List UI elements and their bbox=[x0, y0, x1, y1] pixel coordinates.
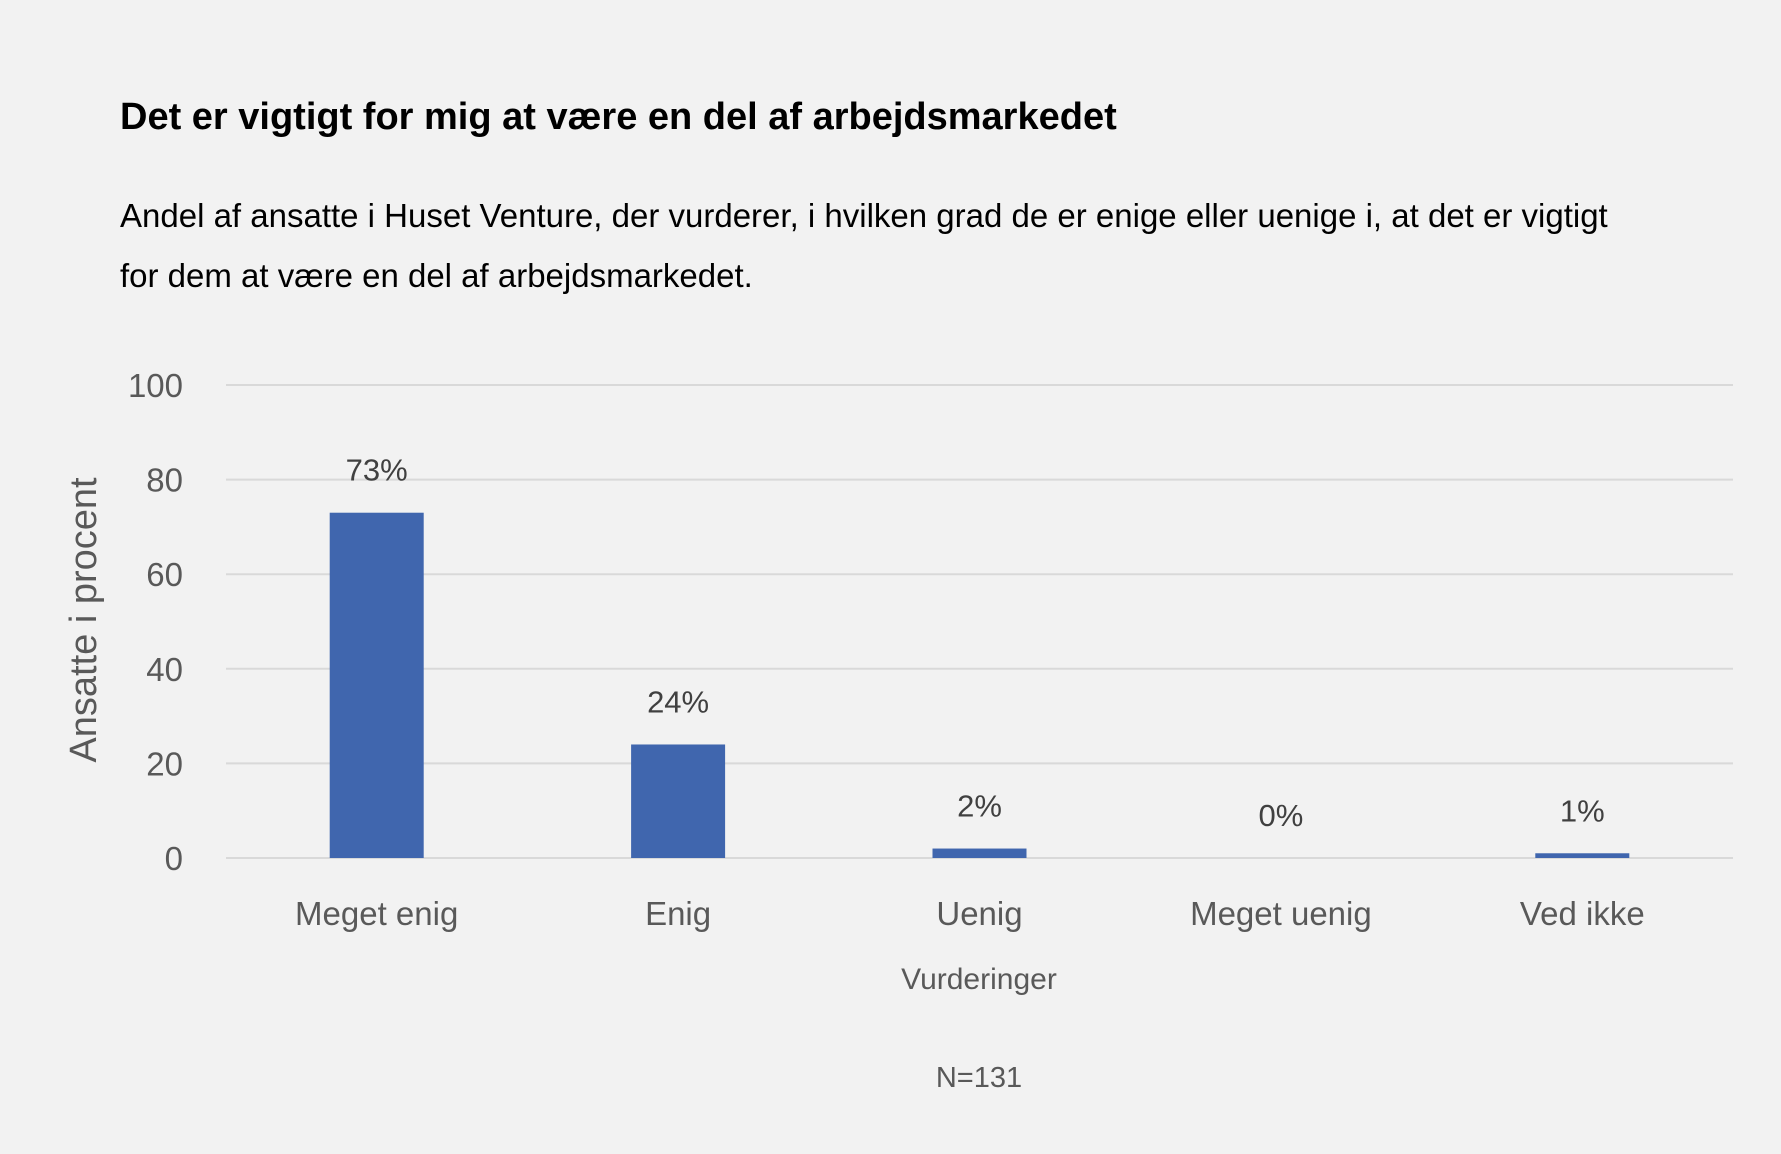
bar-ved-ikke bbox=[1535, 853, 1630, 858]
y-tick-label-80: 80 bbox=[146, 462, 183, 499]
bar-uenig bbox=[932, 848, 1027, 858]
data-label: 2% bbox=[957, 789, 1002, 824]
x-tick-label: Meget uenig bbox=[1190, 895, 1372, 932]
x-tick-label: Enig bbox=[645, 895, 711, 932]
y-axis-title: Ansatte i procent bbox=[63, 477, 105, 763]
y-tick-label-100: 100 bbox=[128, 367, 183, 404]
sample-size-note: N=131 bbox=[936, 1062, 1022, 1094]
y-tick-label-60: 60 bbox=[146, 556, 183, 593]
x-tick-label: Uenig bbox=[936, 895, 1022, 932]
chart-title: Det er vigtigt for mig at være en del af… bbox=[120, 96, 1117, 138]
x-axis-title: Vurderinger bbox=[901, 963, 1057, 996]
y-tick-label-40: 40 bbox=[146, 651, 183, 688]
bar-enig bbox=[631, 744, 726, 858]
data-label: 0% bbox=[1258, 798, 1303, 833]
data-label: 73% bbox=[346, 453, 408, 488]
data-label: 1% bbox=[1560, 793, 1605, 828]
data-label: 24% bbox=[647, 684, 709, 719]
x-tick-label: Meget enig bbox=[295, 895, 458, 932]
x-tick-label: Ved ikke bbox=[1520, 895, 1645, 932]
y-tick-label-0: 0 bbox=[165, 840, 183, 877]
bar-meget-enig bbox=[329, 512, 424, 858]
y-tick-label-20: 20 bbox=[146, 745, 183, 782]
chart-subtitle: Andel af ansatte i Huset Venture, der vu… bbox=[120, 197, 1608, 294]
